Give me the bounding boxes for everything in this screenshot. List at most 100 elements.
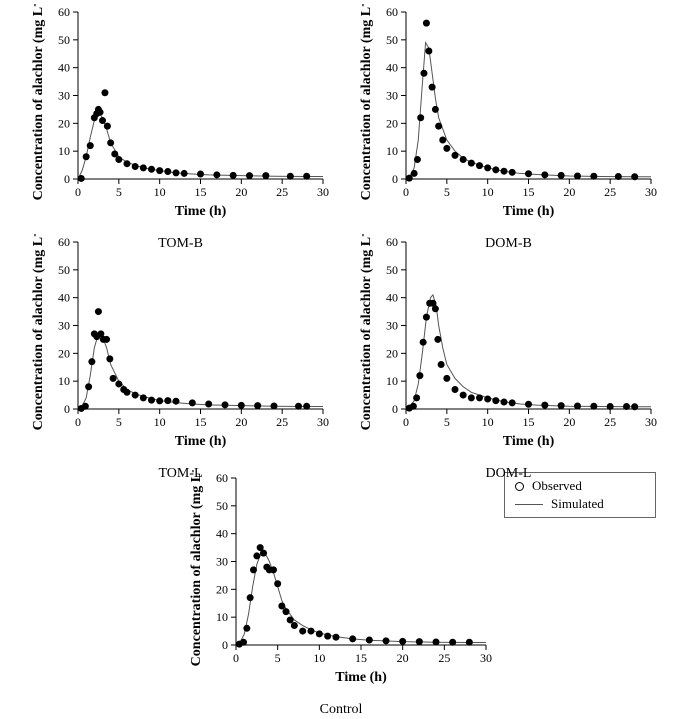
svg-text:30: 30 bbox=[216, 555, 228, 569]
observed-point bbox=[303, 173, 310, 180]
observed-point bbox=[590, 403, 597, 410]
observed-point bbox=[413, 394, 420, 401]
observed-point bbox=[88, 358, 95, 365]
observed-point bbox=[156, 167, 163, 174]
observed-point bbox=[316, 630, 323, 637]
observed-point bbox=[164, 168, 171, 175]
observed-point bbox=[230, 172, 237, 179]
observed-point bbox=[443, 375, 450, 382]
observed-point bbox=[623, 403, 630, 410]
plot-control: 0510152025300102030405060Time (h)Concent… bbox=[186, 470, 496, 695]
svg-text:0: 0 bbox=[233, 651, 239, 665]
legend-simulated-label: Simulated bbox=[551, 496, 604, 512]
observed-point bbox=[148, 166, 155, 173]
observed-point bbox=[631, 173, 638, 180]
observed-point bbox=[492, 166, 499, 173]
observed-point bbox=[132, 392, 139, 399]
observed-point bbox=[260, 550, 267, 557]
panel-dom-b: 0510152025300102030405060Time (h)Concent… bbox=[356, 4, 661, 252]
observed-point bbox=[460, 156, 467, 163]
svg-text:0: 0 bbox=[392, 172, 398, 186]
observed-point bbox=[410, 403, 417, 410]
svg-text:20: 20 bbox=[386, 116, 398, 130]
svg-text:50: 50 bbox=[216, 499, 228, 513]
svg-text:40: 40 bbox=[386, 291, 398, 305]
observed-point bbox=[434, 336, 441, 343]
observed-point bbox=[140, 394, 147, 401]
observed-point bbox=[124, 160, 131, 167]
observed-point bbox=[416, 372, 423, 379]
svg-text:30: 30 bbox=[645, 185, 657, 199]
plot-tom-l: 0510152025300102030405060Time (h)Concent… bbox=[28, 234, 333, 459]
observed-point bbox=[492, 397, 499, 404]
svg-text:15: 15 bbox=[195, 185, 207, 199]
svg-text:5: 5 bbox=[116, 185, 122, 199]
svg-text:0: 0 bbox=[75, 185, 81, 199]
observed-point bbox=[82, 403, 89, 410]
svg-text:60: 60 bbox=[58, 235, 70, 249]
observed-point bbox=[574, 402, 581, 409]
observed-point bbox=[590, 173, 597, 180]
simulated-line bbox=[78, 334, 323, 409]
observed-point bbox=[429, 84, 436, 91]
observed-point bbox=[452, 152, 459, 159]
observed-point bbox=[433, 638, 440, 645]
observed-point bbox=[85, 383, 92, 390]
observed-point bbox=[271, 402, 278, 409]
plot-tom-b: 0510152025300102030405060Time (h)Concent… bbox=[28, 4, 333, 229]
observed-point bbox=[443, 145, 450, 152]
observed-point bbox=[324, 633, 331, 640]
x-axis-label: Time (h) bbox=[175, 204, 227, 219]
observed-point bbox=[107, 139, 114, 146]
svg-text:20: 20 bbox=[58, 116, 70, 130]
legend-simulated: Simulated bbox=[515, 495, 645, 513]
observed-point bbox=[132, 163, 139, 170]
observed-point bbox=[99, 117, 106, 124]
observed-point bbox=[420, 70, 427, 77]
svg-text:10: 10 bbox=[154, 185, 166, 199]
observed-point bbox=[222, 401, 229, 408]
svg-text:10: 10 bbox=[313, 651, 325, 665]
panel-control: 0510152025300102030405060Time (h)Concent… bbox=[186, 470, 496, 718]
observed-point bbox=[124, 389, 131, 396]
observed-point bbox=[468, 394, 475, 401]
y-axis-label: Concentration of alachlor (mg L⁻¹) bbox=[359, 4, 374, 200]
observed-point bbox=[87, 142, 94, 149]
svg-text:50: 50 bbox=[386, 33, 398, 47]
svg-text:40: 40 bbox=[58, 291, 70, 305]
svg-text:0: 0 bbox=[392, 402, 398, 416]
observed-point bbox=[541, 171, 548, 178]
svg-text:15: 15 bbox=[523, 185, 535, 199]
observed-point bbox=[501, 399, 508, 406]
observed-point bbox=[411, 170, 418, 177]
observed-point bbox=[262, 172, 269, 179]
svg-text:30: 30 bbox=[386, 89, 398, 103]
observed-point bbox=[240, 639, 247, 646]
svg-text:30: 30 bbox=[317, 185, 329, 199]
observed-point bbox=[631, 403, 638, 410]
observed-point bbox=[558, 172, 565, 179]
legend-line-icon bbox=[515, 504, 543, 505]
observed-point bbox=[156, 397, 163, 404]
observed-point bbox=[501, 168, 508, 175]
x-axis-label: Time (h) bbox=[503, 434, 555, 449]
observed-point bbox=[468, 160, 475, 167]
x-axis-label: Time (h) bbox=[175, 434, 227, 449]
plot-dom-l: 0510152025300102030405060Time (h)Concent… bbox=[356, 234, 661, 459]
observed-point bbox=[525, 401, 532, 408]
observed-point bbox=[432, 106, 439, 113]
observed-point bbox=[101, 89, 108, 96]
observed-point bbox=[205, 400, 212, 407]
observed-point bbox=[449, 639, 456, 646]
observed-point bbox=[417, 114, 424, 121]
svg-text:25: 25 bbox=[276, 185, 288, 199]
svg-text:5: 5 bbox=[444, 185, 450, 199]
observed-point bbox=[270, 566, 277, 573]
observed-point bbox=[303, 403, 310, 410]
svg-text:0: 0 bbox=[64, 402, 70, 416]
svg-text:30: 30 bbox=[317, 415, 329, 429]
svg-text:10: 10 bbox=[58, 374, 70, 388]
svg-text:10: 10 bbox=[386, 144, 398, 158]
simulated-line bbox=[406, 43, 651, 179]
observed-point bbox=[299, 628, 306, 635]
